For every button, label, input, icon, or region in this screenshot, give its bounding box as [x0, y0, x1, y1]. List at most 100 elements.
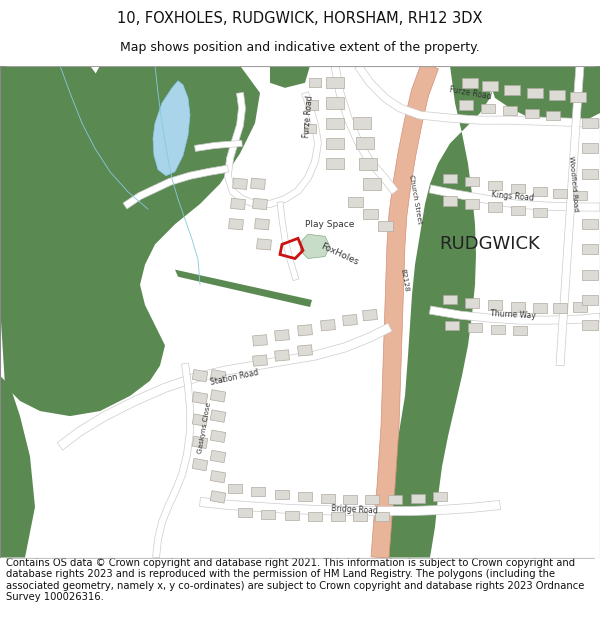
Bar [362, 209, 377, 219]
Bar [525, 109, 539, 118]
Text: FoxHoles: FoxHoles [320, 242, 360, 267]
Polygon shape [224, 92, 322, 208]
Bar [210, 410, 226, 422]
Bar [275, 491, 289, 499]
Bar [306, 101, 318, 109]
Bar [482, 81, 498, 91]
Bar [210, 491, 226, 503]
Bar [465, 177, 479, 186]
Bar [230, 198, 245, 209]
Bar [326, 78, 344, 88]
Bar [285, 511, 299, 519]
Bar [210, 390, 226, 402]
Polygon shape [556, 66, 584, 366]
Bar [582, 219, 598, 229]
Bar [210, 471, 226, 483]
Bar [582, 269, 598, 280]
Text: Church Street: Church Street [408, 174, 422, 224]
Bar [504, 85, 520, 95]
Polygon shape [0, 376, 35, 558]
Bar [573, 302, 587, 311]
Text: Map shows position and indicative extent of the property.: Map shows position and indicative extent… [120, 41, 480, 54]
Bar [462, 78, 478, 88]
Bar [481, 104, 495, 112]
Bar [353, 117, 371, 129]
Polygon shape [123, 165, 229, 209]
Bar [445, 321, 459, 330]
Bar [459, 101, 473, 109]
Text: Thurne Way: Thurne Way [490, 309, 536, 321]
Bar [353, 511, 367, 521]
Bar [326, 98, 344, 109]
Bar [582, 143, 598, 154]
Bar [261, 509, 275, 519]
Polygon shape [490, 66, 600, 123]
Polygon shape [355, 63, 600, 128]
Text: Furze Road: Furze Road [302, 94, 314, 138]
Bar [251, 178, 265, 189]
Polygon shape [429, 185, 600, 211]
Bar [582, 118, 598, 128]
Bar [257, 239, 271, 250]
Bar [443, 174, 457, 183]
Bar [238, 508, 252, 517]
Polygon shape [430, 306, 600, 324]
Bar [582, 169, 598, 179]
Bar [573, 191, 587, 201]
Bar [298, 324, 313, 336]
Bar [488, 181, 502, 191]
Bar [192, 414, 208, 426]
Bar [253, 335, 268, 346]
Bar [488, 301, 502, 309]
Bar [326, 118, 344, 129]
Bar [513, 326, 527, 335]
Bar [253, 355, 268, 366]
Bar [582, 244, 598, 254]
Text: Gaskyns Close: Gaskyns Close [197, 402, 212, 454]
Bar [356, 138, 374, 149]
Polygon shape [371, 62, 439, 558]
Polygon shape [152, 363, 193, 558]
Bar [254, 219, 269, 230]
Bar [210, 430, 226, 442]
Bar [308, 511, 322, 521]
Bar [511, 184, 525, 193]
Bar [320, 319, 335, 331]
Text: Station Road: Station Road [210, 368, 260, 388]
Bar [298, 345, 313, 356]
Bar [321, 494, 335, 504]
Bar [229, 219, 244, 230]
Polygon shape [200, 498, 500, 516]
Bar [377, 221, 392, 231]
Text: Play Space: Play Space [305, 220, 355, 229]
Bar [553, 189, 567, 199]
Bar [549, 90, 565, 100]
Bar [546, 111, 560, 119]
Bar [533, 304, 547, 312]
Bar [533, 208, 547, 217]
Bar [433, 492, 447, 501]
Polygon shape [194, 141, 242, 151]
Bar [388, 496, 402, 504]
Bar [192, 436, 208, 449]
Bar [304, 124, 316, 132]
Bar [331, 511, 345, 521]
Bar [363, 177, 381, 190]
Text: Woodfield Road: Woodfield Road [568, 156, 578, 212]
Bar [365, 496, 379, 504]
Polygon shape [175, 269, 312, 307]
Text: Contains OS data © Crown copyright and database right 2021. This information is : Contains OS data © Crown copyright and d… [6, 558, 584, 602]
Bar [309, 78, 321, 88]
Polygon shape [270, 66, 310, 88]
Bar [233, 178, 247, 189]
Bar [326, 158, 344, 169]
Bar [443, 296, 457, 304]
Bar [362, 309, 377, 321]
Bar [192, 369, 208, 382]
Bar [375, 511, 389, 521]
Bar [511, 206, 525, 214]
Polygon shape [0, 66, 260, 416]
Bar [251, 488, 265, 496]
Bar [468, 322, 482, 332]
Bar [582, 320, 598, 330]
